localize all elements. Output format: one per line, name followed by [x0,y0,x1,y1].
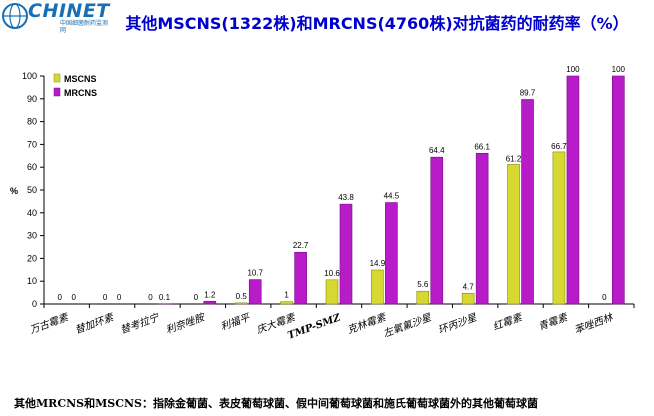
x-tick-label: 苯唑西林 [573,311,616,336]
x-tick-label: 左氧氟沙星 [382,311,434,340]
y-axis: 0 10 20 30 40 50 60 70 80 90 100% [10,71,45,309]
data-label-mrcns: 89.7 [520,88,536,97]
bar-mrcns [475,152,489,305]
y-tick-label: 100 [22,71,37,81]
footnote: 其他MRCNS和MSCNS：指除金葡菌、表皮葡萄球菌、假中间葡萄球菌和施氏葡萄球… [14,397,538,410]
y-tick-label: 90 [27,94,37,104]
data-label-mscns: 0.5 [236,292,248,301]
bar-mrcns [385,202,398,305]
y-tick-label: 20 [27,253,37,263]
legend-swatch [53,87,61,97]
page-title: 其他MSCNS(1322株)和MRCNS(4760株)对抗菌药的耐药率（%） [125,14,629,33]
x-tick-label: 环丙沙星 [436,311,479,336]
data-label-mscns: 5.6 [417,280,429,289]
bar-mscns [461,292,475,305]
data-label-mscns: 0 [103,293,108,302]
bar-mrcns [430,156,444,305]
y-axis-label: % [10,186,18,196]
data-label-mrcns: 100 [566,65,580,74]
bar-mscns [552,151,566,305]
x-tick-label: 替考拉宁 [119,311,162,336]
bar-mscns [507,164,520,305]
bar-mscns [325,279,339,305]
x-tick-label: TMP-SMZ [286,312,342,341]
logo-subtext: 中国细菌耐药监测网 [60,20,109,34]
bar-mrcns [612,75,625,305]
data-label-mrcns: 0 [117,293,122,302]
data-label-mrcns: 64.4 [429,146,445,155]
x-axis: 万古霉素 替加环素 替考拉宁 利奈唑胺 利福平 庆大霉素TMP-SMZ 克林霉素左氧氟沙星环… [28,303,635,342]
bar-mscns [280,301,293,305]
data-label-mscns: 14.9 [370,259,386,268]
x-tick-label: 利福平 [219,311,252,333]
data-label-mrcns: 100 [612,65,626,74]
x-tick-label: 红霉素 [491,311,524,333]
legend-swatch [53,73,61,83]
x-tick-label: 万古霉素 [28,311,71,336]
data-label-mscns: 0 [602,293,607,302]
x-tick-label: 替加环素 [73,311,116,336]
data-label-mrcns: 43.8 [338,193,354,202]
bars: 0 0 0 0 0 0.1 0 1.2 0.510.7122.710.643.814.944.5… [57,65,626,305]
y-tick-label: 40 [27,208,37,218]
data-label-mrcns: 44.5 [384,192,400,201]
legend: MSCNS MRCNS [53,73,97,98]
data-label-mscns: 1 [284,291,289,300]
bar-mscns [234,302,248,305]
data-label-mscns: 0 [57,293,62,302]
bar-mrcns [566,75,580,305]
bar-mrcns [339,203,353,305]
bar-mrcns [248,279,262,305]
logo-text: CHINET [28,0,110,22]
data-label-mscns: 0 [148,293,153,302]
data-label-mscns: 10.6 [324,269,340,278]
data-label-mscns: 66.7 [551,142,567,151]
y-tick-label: 70 [27,139,37,149]
bar-mrcns [203,300,217,305]
y-tick-label: 30 [27,231,37,241]
data-label-mrcns: 0.1 [159,293,171,302]
data-label-mrcns: 10.7 [247,269,263,278]
data-label-mrcns: 66.1 [474,142,490,151]
x-tick-label: 克林霉素 [346,311,389,336]
data-label-mrcns: 1.2 [204,290,216,299]
y-tick-label: 0 [32,299,37,309]
legend-label: MSCNS [64,74,97,84]
y-tick-label: 80 [27,117,37,127]
y-tick-label: 60 [27,162,37,172]
bar-mrcns [294,251,307,305]
globe-icon [2,3,28,29]
x-tick-label: 青霉素 [537,311,570,333]
chinet-logo: CHINET 中国细菌耐药监测网 [0,0,110,34]
legend-label: MRCNS [64,88,97,98]
y-tick-label: 10 [27,276,37,286]
data-label-mscns: 4.7 [463,282,475,291]
data-label-mrcns: 0 [71,293,76,302]
data-label-mscns: 0 [194,293,199,302]
data-label-mscns: 61.2 [506,154,522,163]
bar-mrcns [521,99,534,305]
data-label-mrcns: 22.7 [293,241,309,250]
y-tick-label: 50 [27,185,37,195]
x-tick-label: 利奈唑胺 [164,311,208,337]
bar-mscns [371,269,384,305]
bar-mscns [416,290,430,305]
